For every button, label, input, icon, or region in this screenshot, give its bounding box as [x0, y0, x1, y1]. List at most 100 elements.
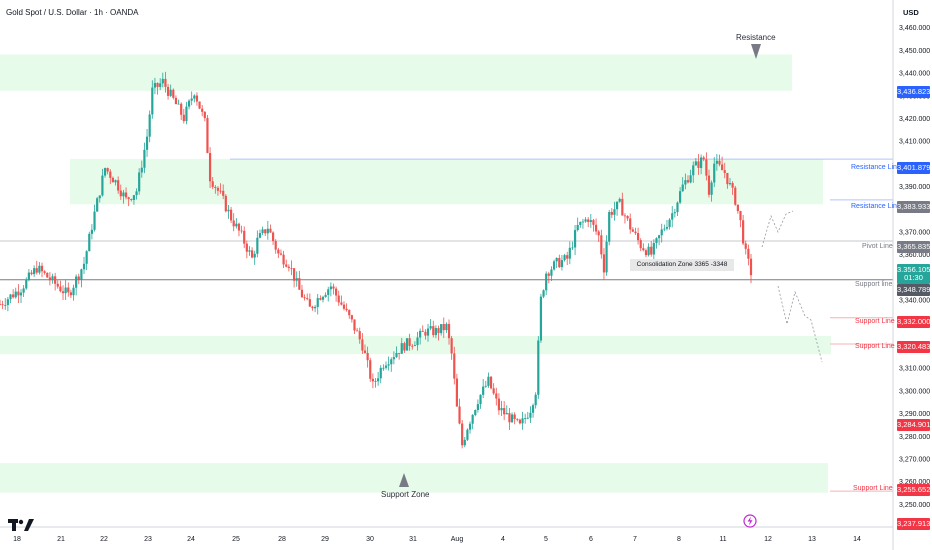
candle-body [663, 228, 666, 230]
candle-body [279, 253, 283, 255]
candle-body [182, 114, 185, 122]
candle-body [550, 269, 553, 276]
candle-body [25, 279, 28, 289]
candle-body [366, 352, 369, 361]
candle-body [240, 230, 243, 232]
candle-body [534, 394, 537, 406]
candle-body [143, 149, 146, 168]
candle-body [505, 413, 508, 415]
lightning-icon[interactable] [743, 514, 757, 528]
candle-body [692, 165, 695, 176]
candle-body [106, 168, 109, 172]
candle-body [319, 298, 322, 300]
candle-body [174, 97, 178, 105]
candle-body [271, 232, 275, 242]
candle-body [43, 271, 46, 273]
candle-body [631, 229, 634, 232]
candle-body [132, 195, 136, 200]
candle-body [723, 170, 726, 173]
candle-body [676, 202, 679, 213]
candle-body [613, 209, 616, 215]
price-tick-label: 3,270.000 [899, 457, 930, 464]
candle-body [198, 101, 201, 109]
candle-body [82, 263, 86, 270]
currency-label[interactable]: USD [903, 8, 919, 17]
time-tick-label: 12 [764, 536, 772, 543]
price-tick-label: 3,340.000 [899, 298, 930, 305]
candle-body [96, 198, 99, 212]
candle-body [172, 89, 175, 98]
price-tick-label: 3,410.000 [899, 139, 930, 146]
candle-body [124, 192, 128, 198]
time-tick-label: 30 [366, 536, 374, 543]
candle-body [335, 288, 338, 296]
candle-body [403, 343, 406, 351]
candle-body [495, 393, 498, 399]
price-tag: 3,237.913 [897, 518, 931, 530]
candle-body [629, 218, 632, 230]
candle-body [647, 246, 650, 256]
candle-body [700, 157, 703, 168]
price-tick-label: 3,440.000 [899, 71, 930, 78]
candle-body [697, 161, 700, 168]
candle-body [48, 277, 51, 281]
candle-body [248, 250, 251, 252]
tradingview-logo-icon[interactable] [8, 517, 34, 533]
candle-body [684, 180, 687, 185]
candle-body [40, 265, 44, 272]
candle-body [193, 95, 196, 99]
time-tick-label: 23 [144, 536, 152, 543]
candle-body [295, 278, 298, 281]
candle-body [742, 220, 745, 244]
candle-body [442, 324, 445, 331]
candle-body [605, 241, 608, 273]
candle-body [466, 429, 469, 440]
candle-body [14, 291, 17, 298]
candle-body [474, 410, 477, 415]
candle-body [579, 221, 582, 225]
candle-body [285, 264, 288, 267]
candle-body [500, 408, 503, 411]
candle-body [201, 108, 204, 112]
candle-body [673, 212, 676, 214]
candle-body [101, 175, 104, 196]
candle-body [679, 191, 682, 203]
candle-body [219, 190, 222, 192]
candle-body [713, 163, 716, 183]
projection-up-path [761, 210, 794, 248]
resistance-arrow-icon [751, 44, 761, 59]
candle-body [103, 168, 107, 176]
candle-body [508, 413, 511, 423]
candle-body [371, 378, 374, 382]
candle-body [621, 198, 624, 216]
price-tick-label: 3,360.000 [899, 252, 930, 259]
candle-body [408, 338, 411, 346]
candle-body [379, 367, 382, 379]
candle-body [12, 294, 15, 298]
candle-body [151, 87, 154, 115]
candle-body [156, 82, 159, 87]
candle-body [642, 248, 645, 251]
candle-body [636, 233, 640, 241]
price-tag: 3,365.835 [897, 241, 931, 253]
resistance-annotation: Resistance [736, 33, 776, 42]
candle-body [626, 215, 629, 219]
support-line-label-1: Support Line [855, 318, 895, 325]
candle-body [705, 159, 708, 176]
candle-body [77, 276, 80, 280]
time-tick-label: 13 [808, 536, 816, 543]
candle-body [747, 248, 750, 259]
candle-body [542, 290, 545, 297]
candle-body [584, 219, 587, 222]
price-tick-label: 3,260.000 [899, 479, 930, 486]
candle-body [484, 385, 487, 387]
candle-body [487, 376, 490, 386]
candle-body [61, 291, 65, 294]
candle-body [413, 345, 416, 346]
candle-body [203, 111, 206, 119]
candle-body [476, 404, 480, 411]
candle-body [269, 228, 272, 233]
time-tick-label: 29 [321, 536, 329, 543]
